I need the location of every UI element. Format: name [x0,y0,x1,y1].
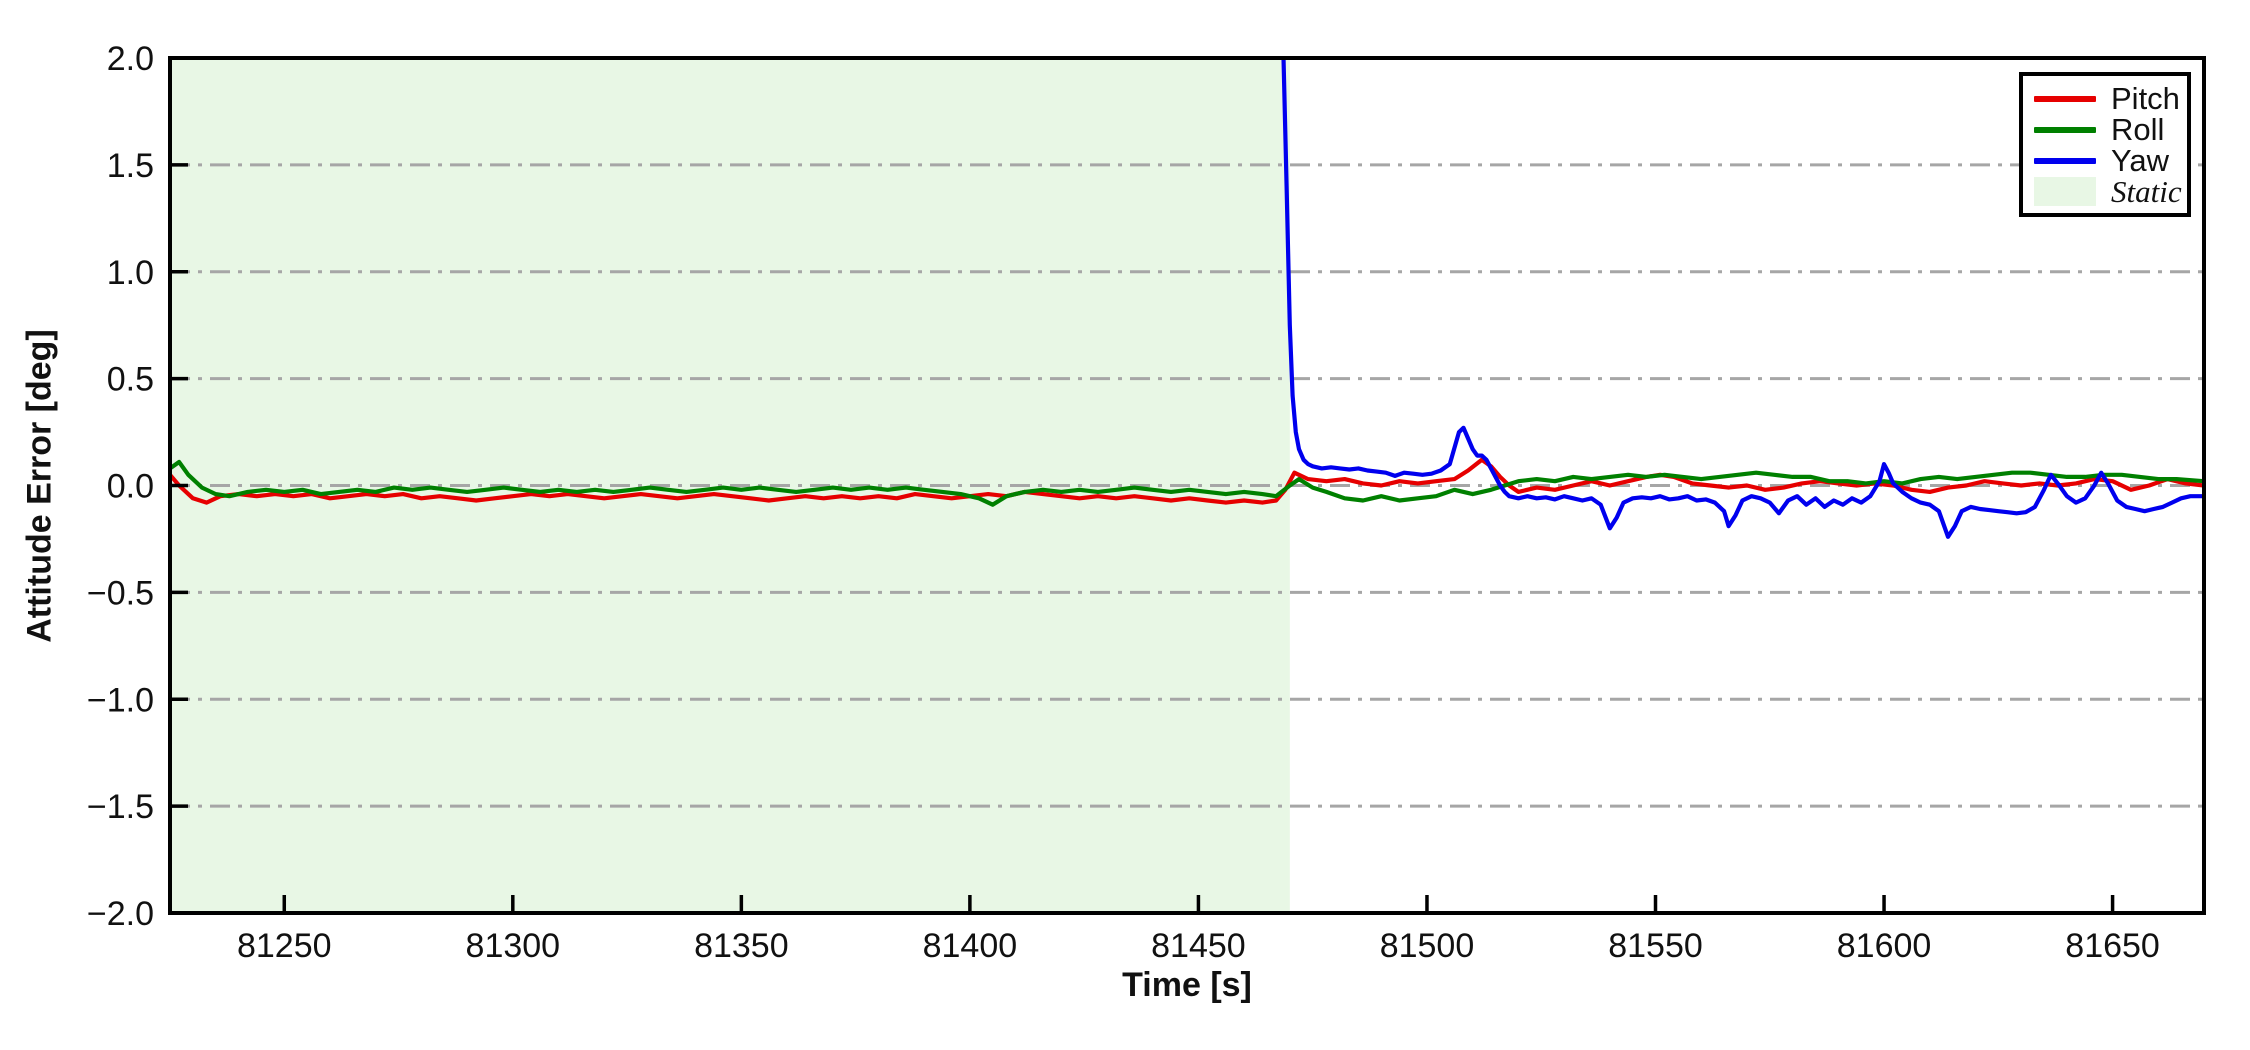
legend-label-yaw: Yaw [2111,143,2170,178]
series-roll-line [170,459,2204,507]
y-tick-label: −1.0 [87,681,154,719]
legend-item-static: Static [2034,174,2182,209]
y-tick-label: 0.5 [107,361,154,399]
y-axis-title: Attitude Error [deg] [20,329,59,643]
plot-border [168,56,2206,915]
y-tick-label: −0.5 [87,574,154,612]
y-tick-label: 1.0 [107,254,154,292]
legend-label-pitch: Pitch [2111,81,2180,116]
x-tick-label: 81550 [1608,927,1703,965]
x-tick-label: 81350 [694,927,789,965]
y-tick-label: −1.5 [87,788,154,826]
legend-item-yaw: Yaw [2034,145,2181,176]
pitch-line-swatch [2034,95,2096,102]
x-axis-title: Time [s] [1122,966,1252,1004]
legend-label-roll: Roll [2111,112,2165,147]
x-tick-label: 81650 [2065,927,2160,965]
y-tick-label: 2.0 [107,40,154,78]
y-tick-label: 1.5 [107,147,154,185]
series-yaw-line [1281,58,2204,539]
x-tick-label: 81500 [1380,927,1475,965]
static-patch-swatch [2034,177,2096,206]
x-tick-label: 81400 [923,927,1018,965]
legend-item-roll: Roll [2034,114,2181,145]
y-tick-label: −2.0 [87,895,154,933]
x-tick-label: 81450 [1151,927,1246,965]
yaw-line-swatch [2034,157,2096,164]
legend-item-pitch: Pitch [2034,83,2181,114]
x-tick-label: 81600 [1837,927,1932,965]
x-tick-label: 81250 [237,927,332,965]
series-pitch-line [170,457,2204,505]
x-tick-label: 81300 [466,927,561,965]
roll-line-swatch [2034,126,2096,133]
y-tick-label: 0.0 [107,468,154,506]
legend-label-static: Static [2111,174,2182,209]
legend: Pitch Roll Yaw Static [2019,72,2191,217]
